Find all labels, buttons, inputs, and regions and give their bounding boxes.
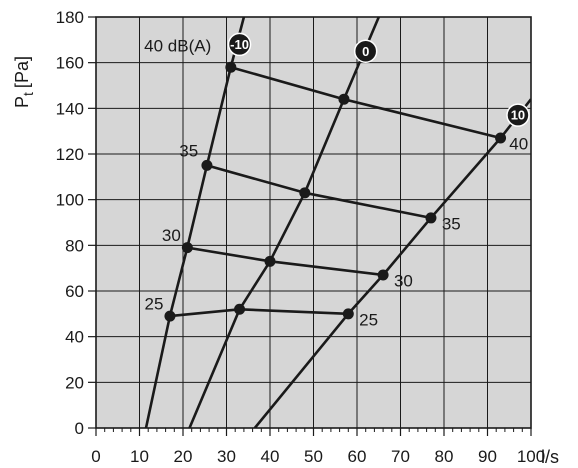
- intersection-marker: [164, 310, 176, 322]
- x-tick-label: 0: [91, 447, 100, 466]
- sound-level-label: 40: [509, 134, 528, 153]
- x-tick-labels: 0 10 20 30 40 50 60 70 80 90 100: [91, 447, 545, 466]
- y-tick-label: 120: [56, 145, 84, 164]
- y-tick-label: 160: [56, 54, 84, 73]
- intersection-marker: [201, 159, 213, 171]
- y-tick-label: 0: [75, 419, 84, 438]
- y-tick-label: 100: [56, 191, 84, 210]
- y-tick-label: 60: [65, 282, 84, 301]
- x-tick-label: 90: [478, 447, 497, 466]
- damper-badge-label: 10: [511, 108, 525, 123]
- sound-level-label: 25: [359, 310, 378, 329]
- intersection-marker: [234, 303, 246, 315]
- x-tick-label: 10: [130, 447, 149, 466]
- x-tick-label: 70: [391, 447, 410, 466]
- x-tick-label: 50: [304, 447, 323, 466]
- damper-curve--10: [144, 17, 246, 428]
- x-tick-label: 100: [517, 447, 545, 466]
- sound-level-label: 25: [145, 294, 164, 313]
- damper-badge: [506, 103, 530, 127]
- y-tick-label: 180: [56, 8, 84, 27]
- intersection-marker: [495, 132, 507, 144]
- grid: [88, 16, 532, 436]
- intersection-markers: [164, 61, 507, 322]
- x-axis-title: l/s: [541, 447, 559, 467]
- damper-badge: [353, 39, 378, 63]
- sound-level-label: 30: [394, 271, 413, 290]
- y-tick-label: 140: [56, 99, 84, 118]
- x-minor-ticks: [104, 428, 523, 432]
- sound-level-label: 35: [442, 214, 461, 233]
- intersection-marker: [377, 269, 389, 281]
- y-tick-label: 40: [65, 328, 84, 347]
- y-axis-title: Pt [Pa]: [12, 56, 36, 108]
- damper-curve-10: [253, 98, 531, 428]
- intersection-marker: [425, 212, 437, 224]
- damper-badge-label: -10: [230, 37, 249, 52]
- damper-position-badges: -10 0 10: [227, 32, 530, 127]
- damper-position-curves: [144, 17, 531, 428]
- sound-level-labels: 40 dB(A) 35 30 25 40 35 30 25: [144, 36, 528, 329]
- intersection-marker: [338, 93, 350, 105]
- x-tick-label: 60: [348, 447, 367, 466]
- y-axis-unit: [Pa]: [12, 56, 32, 88]
- sound-level-label: 40 dB(A): [144, 36, 211, 55]
- intersection-marker: [299, 187, 311, 199]
- x-tick-label: 20: [174, 447, 193, 466]
- y-tick-labels: 0 20 40 60 80 100 120 140 160 180: [56, 8, 84, 438]
- damper-curve-0: [188, 17, 380, 428]
- y-tick-label: 20: [65, 373, 84, 392]
- y-axis-symbol: P: [12, 96, 32, 108]
- y-axis-subscript: t: [20, 92, 36, 96]
- intersection-marker: [225, 61, 237, 73]
- sound-level-label: 30: [162, 226, 181, 245]
- damper-badge-label: 0: [362, 44, 369, 59]
- y-tick-label: 80: [65, 236, 84, 255]
- x-tick-label: 30: [217, 447, 236, 466]
- intersection-marker: [342, 308, 354, 320]
- x-tick-label: 80: [435, 447, 454, 466]
- damper-badge: [227, 32, 252, 57]
- sound-level-label: 35: [179, 141, 198, 160]
- x-tick-label: 40: [261, 447, 280, 466]
- intersection-marker: [181, 242, 193, 254]
- intersection-marker: [264, 255, 276, 267]
